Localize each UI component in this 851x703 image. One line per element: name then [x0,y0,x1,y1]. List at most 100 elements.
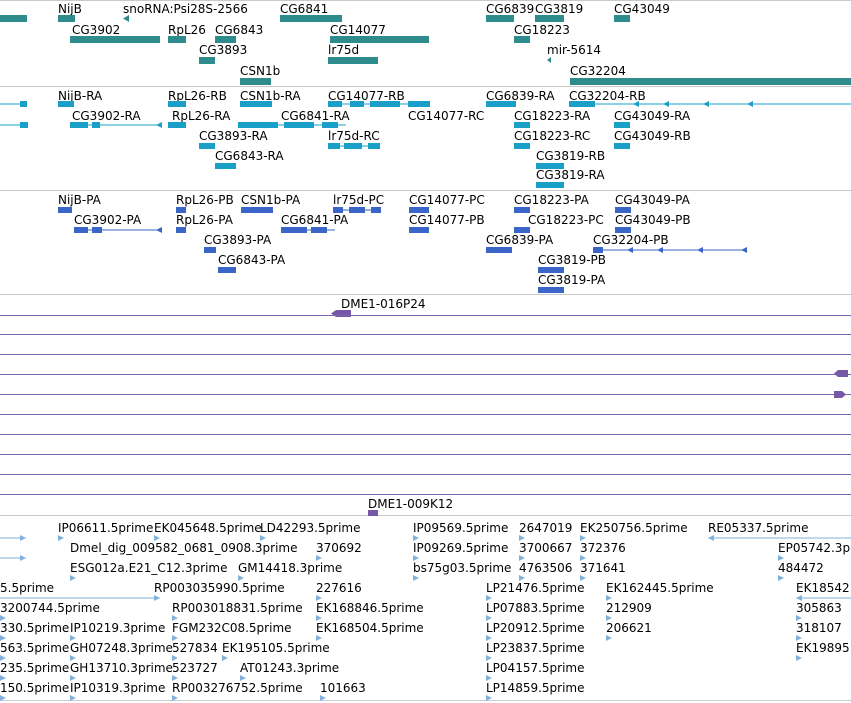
clone-feature[interactable] [834,391,846,398]
protein-feature[interactable] [176,227,186,233]
gene-label[interactable]: CG6843 [215,23,264,37]
est-label[interactable]: 371641 [580,561,626,575]
protein-label[interactable]: CG3893-PA [204,233,272,247]
est-label[interactable]: GM14418.3prime [238,561,343,575]
est-label[interactable]: 4763506 [519,561,573,575]
est-label[interactable]: IP10219.3prime [70,621,166,635]
gene-feature[interactable] [535,15,564,22]
protein-label[interactable]: lr75d-PC [333,193,385,207]
gene-feature[interactable] [514,36,530,43]
transcript-label[interactable]: NijB-RA [58,89,103,103]
transcript-label[interactable]: CG18223-RA [514,109,591,123]
protein-feature[interactable] [538,267,564,273]
protein-label[interactable]: CG43049-PB [615,213,691,227]
transcript-feature[interactable] [614,122,630,128]
protein-feature[interactable] [74,227,162,233]
transcript-feature[interactable] [238,122,346,128]
clone-line[interactable] [0,315,851,316]
est-label[interactable]: IP09569.5prime [413,521,509,535]
est-label[interactable]: 5.5prime [0,581,55,595]
est-label[interactable]: LP20912.5prime [486,621,585,635]
gene-label[interactable]: CG32204 [570,64,626,78]
gene-feature[interactable] [58,15,75,22]
gene-feature[interactable] [280,15,342,22]
transcript-label[interactable]: lr75d-RC [328,129,380,143]
clone-line[interactable] [0,494,851,495]
est-label[interactable]: Dmel_dig_009582_0681_0908.3prime [70,541,298,555]
gene-label[interactable]: CG6839 [486,2,535,16]
est-label[interactable]: 150.5prime [0,681,70,695]
transcript-label[interactable]: CG6839-RA [486,89,555,103]
est-feature-row[interactable] [0,575,851,581]
est-label[interactable]: bs75g03.5prime [413,561,512,575]
clone-label[interactable]: DME1-009K12 [368,497,454,511]
transcript-label[interactable]: CG6843-RA [215,149,284,163]
transcript-label[interactable]: CG18223-RC [514,129,591,143]
protein-label[interactable]: CG3819-PA [538,273,606,287]
est-label[interactable]: 2647019 [519,521,573,535]
est-feature-row[interactable] [0,675,851,681]
est-label[interactable]: LP21476.5prime [486,581,585,595]
protein-label[interactable]: CG18223-PA [514,193,589,207]
est-label[interactable]: EK19895 [796,641,850,655]
clone-feature[interactable] [834,370,848,377]
gene-label[interactable]: NijB [58,2,82,16]
est-label[interactable]: 3200744.5prime [0,601,100,615]
est-feature-row[interactable] [0,695,851,701]
transcript-label[interactable]: CG3819-RB [536,149,606,163]
est-label[interactable]: IP06611.5prime [58,521,154,535]
protein-feature[interactable] [486,247,512,253]
clone-line[interactable] [0,454,851,455]
clone-line[interactable] [0,394,851,395]
protein-label[interactable]: RpL26-PB [176,193,234,207]
protein-label[interactable]: CG14077-PC [409,193,485,207]
transcript-feature[interactable] [70,122,162,128]
est-label[interactable]: IP09269.5prime [413,541,509,555]
est-label[interactable]: EK250756.5prime [580,521,688,535]
clone-line[interactable] [0,354,851,355]
est-feature-row[interactable] [0,595,851,601]
est-label[interactable]: LP07883.5prime [486,601,585,615]
clone-line[interactable] [0,434,851,435]
gene-label[interactable]: CSN1b [240,64,281,78]
est-label[interactable]: IP10319.3prime [70,681,166,695]
gene-label[interactable]: CG3902 [72,23,121,37]
gene-label[interactable]: CG3893 [199,43,248,57]
est-feature-row[interactable] [0,655,851,661]
transcript-label[interactable]: CG32204-RB [569,89,646,103]
est-label[interactable]: 305863 [796,601,842,615]
gene-label[interactable]: mir-5614 [547,43,602,57]
gene-feature-arrow[interactable] [123,15,129,22]
gene-label[interactable]: CG3819 [535,2,584,16]
gene-label[interactable]: CG43049 [614,2,670,16]
protein-label[interactable]: CG3902-PA [74,213,142,227]
protein-label[interactable]: CG6843-PA [218,253,286,267]
transcript-feature[interactable] [0,100,28,130]
protein-label[interactable]: CG3819-PB [538,253,607,267]
clone-line[interactable] [0,334,851,335]
est-label[interactable]: AT01243.3prime [240,661,340,675]
protein-feature[interactable] [514,227,530,233]
transcript-label[interactable]: CG43049-RA [614,109,691,123]
protein-feature[interactable] [176,207,186,213]
protein-label[interactable]: CG32204-PB [593,233,669,247]
gene-feature[interactable] [168,36,186,43]
gene-label[interactable]: RpL26 [168,23,206,37]
gene-feature[interactable] [486,15,514,22]
transcript-feature[interactable] [486,101,516,107]
clone-line[interactable] [0,474,851,475]
protein-label[interactable]: NijB-PA [58,193,101,207]
transcript-feature[interactable] [168,101,186,107]
gene-feature[interactable] [330,36,429,43]
est-label[interactable]: 318107 [796,621,842,635]
transcript-feature[interactable] [58,101,74,107]
est-label[interactable]: 212909 [606,601,652,615]
transcript-label[interactable]: CG6841-RA [281,109,350,123]
gene-feature[interactable] [570,78,851,85]
protein-feature[interactable] [615,207,631,213]
protein-label[interactable]: CG6841-PA [281,213,349,227]
protein-feature[interactable] [218,267,236,273]
gene-feature[interactable] [328,57,378,64]
est-label[interactable]: 235.5prime [0,661,70,675]
